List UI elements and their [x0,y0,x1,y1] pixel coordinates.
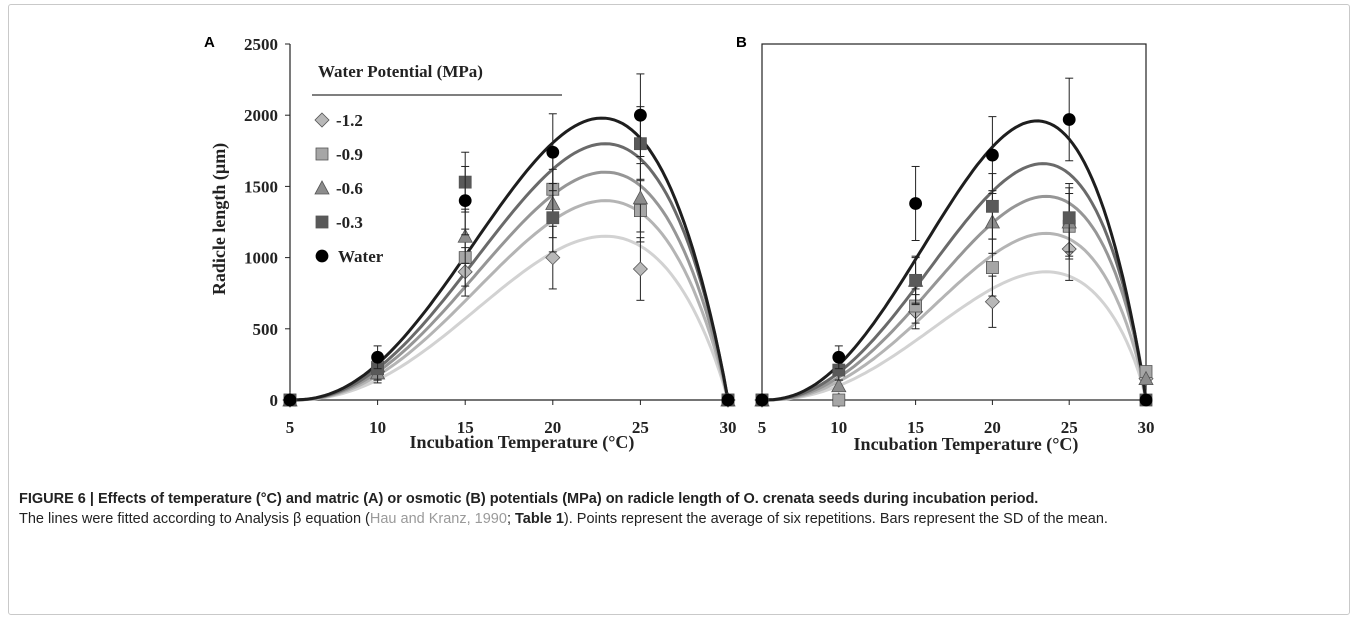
data-point-b-series-3 [1062,211,1076,225]
data-point-a-series-0 [632,261,648,277]
data-point-a-series-4 [371,350,385,364]
data-point-b-series-1 [832,393,846,407]
y-tick-label: 1500 [244,177,278,196]
y-tick-label: 1000 [244,249,278,268]
y-tick-label: 2500 [244,35,278,54]
fit-curve-a-series-0 [290,234,730,402]
legend-label-m03: -0.3 [336,213,363,232]
data-point-b-series-4 [1062,113,1076,126]
fit-curve-a-series-2 [290,170,730,402]
data-point-a-series-0 [545,250,561,266]
x-tick-label: 30 [1138,418,1155,437]
fit-curve-a-series-3 [290,142,730,402]
x-tick-label: 15 [457,418,474,437]
caption-body: The lines were fitted according to Analy… [19,509,1341,529]
data-point-a-series-4 [546,145,560,159]
figure-caption: FIGURE 6 | Effects of temperature (°C) a… [19,489,1341,529]
panel-label-a: A [204,34,215,51]
chart-panel-b: 5 10 15 20 25 30 [754,43,1155,437]
fit-curve-b-series-4 [762,119,1148,402]
y-axis-title-a: Radicle length (µm) [209,143,230,295]
data-point-b-series-4 [832,350,846,364]
x-tick-label: 10 [830,418,847,437]
data-point-a-series-4 [721,393,735,407]
x-axis-title-a: Incubation Temperature (°C) [410,432,635,453]
caption-title: FIGURE 6 | Effects of temperature (°C) a… [19,491,1039,507]
y-tick-label: 2000 [244,106,278,125]
y-tick-label: 500 [253,320,279,339]
legend-marker-3 [315,215,329,229]
legend-marker-1 [315,147,329,161]
legend-marker-2 [314,180,330,195]
legend: Water Potential (MPa) -1.2 -0.9 -0.6 -0.… [312,62,562,266]
fit-curve-b-series-1 [762,231,1148,402]
fit-curve-b-series-3 [762,162,1148,402]
legend-label-m09: -0.9 [336,145,363,164]
legend-label-water: Water [338,247,384,266]
caption-text-3: ). Points represent the average of six r… [563,511,1108,527]
fit-curve-a-series-4 [290,116,730,402]
y-tick-label: 0 [270,391,279,410]
fit-curve-a-series-1 [290,199,730,402]
data-point-b-series-3 [909,273,922,287]
legend-label-m06: -0.6 [336,179,363,198]
data-point-b-series-1 [986,261,999,274]
caption-table-link[interactable]: Table 1 [515,511,564,527]
legend-label-m12: -1.2 [336,111,363,130]
data-point-a-series-2 [457,228,473,243]
legend-title: Water Potential (MPa) [318,62,483,81]
x-tick-label: 5 [758,418,767,437]
caption-reference-link[interactable]: Hau and Kranz, 1990 [369,511,507,527]
x-tick-label: 15 [907,418,924,437]
data-point-b-series-4 [1139,393,1153,407]
x-tick-label: 20 [544,418,561,437]
data-point-b-series-4 [909,197,922,210]
x-tick-label: 5 [286,418,295,437]
data-point-b-series-3 [986,199,999,213]
data-point-b-series-0 [984,294,1000,310]
x-tick-label: 30 [720,418,737,437]
data-point-b-series-2 [831,377,847,393]
data-point-a-series-4 [634,108,647,122]
chart-panel-a: 5 10 15 20 25 30 0 500 1000 1500 2000 2500 [244,35,737,437]
data-point-a-series-4 [458,194,472,208]
data-point-b-series-2 [1138,370,1154,386]
data-point-b-series-4 [755,393,769,407]
panel-label-b: B [736,34,747,51]
legend-marker-0 [314,112,330,128]
data-point-a-series-3 [546,211,560,225]
figure-frame [8,4,1350,615]
caption-text-1: The lines were fitted according to Analy… [19,511,370,527]
x-tick-label: 25 [632,418,649,437]
caption-text-2: ; [506,511,515,527]
x-axis-title-b: Incubation Temperature (°C) [854,434,1079,455]
plot-frame-b [761,43,1147,401]
data-point-a-series-4 [283,393,297,407]
x-tick-label: 20 [984,418,1001,437]
x-tick-label: 25 [1061,418,1078,437]
data-point-a-series-2 [632,189,649,205]
figure-chart: A B 5 10 15 20 25 30 0 500 1000 1500 2000 2500 5 10 1… [204,34,1155,455]
fit-curve-b-series-0 [762,270,1148,402]
legend-marker-4 [315,249,329,263]
data-point-b-series-4 [986,148,999,162]
fit-curve-b-series-2 [762,194,1148,402]
x-tick-label: 10 [369,418,386,437]
